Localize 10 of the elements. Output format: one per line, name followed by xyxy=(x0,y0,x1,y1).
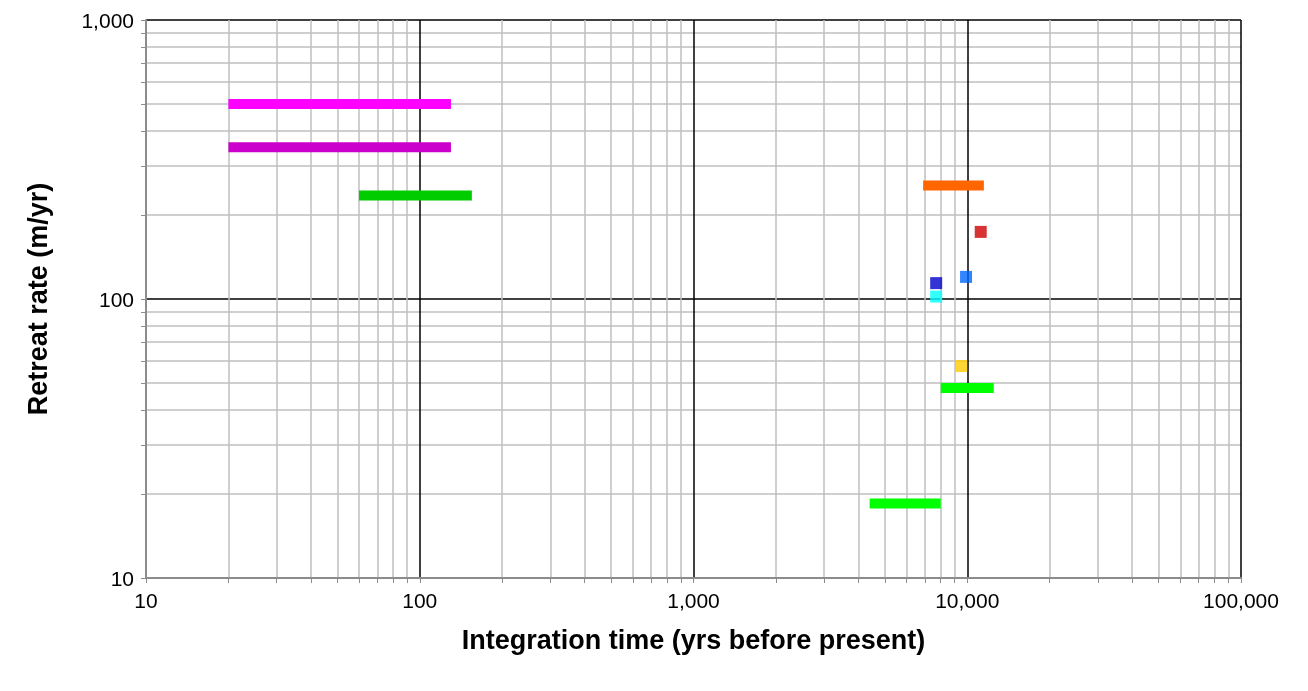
y-tick-label: 10 xyxy=(110,566,134,590)
y-tick-label: 100 xyxy=(98,287,134,311)
x-tick-label: 100 xyxy=(402,589,438,612)
x-tick-label: 10 xyxy=(134,589,158,612)
x-tick-label: 100,000 xyxy=(1203,589,1279,612)
x-tick-label: 1,000 xyxy=(667,589,720,612)
y-tick-label: 1,000 xyxy=(81,8,134,32)
y-axis-title: Retreat rate (m/yr) xyxy=(22,182,53,416)
x-axis-title: Integration time (yrs before present) xyxy=(461,624,926,655)
x-tick-label: 10,000 xyxy=(935,589,1000,612)
